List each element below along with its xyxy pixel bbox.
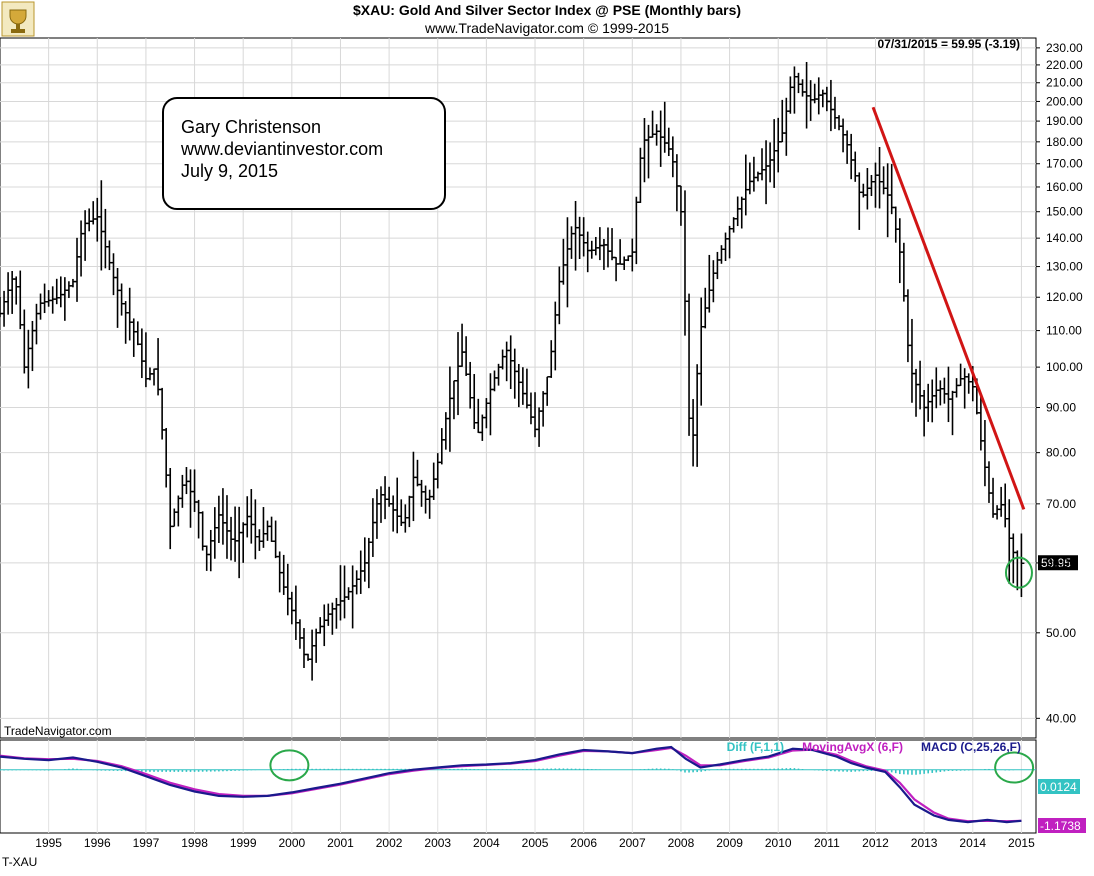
price-tick-label: 170.00 — [1046, 157, 1083, 171]
price-tick-label: 120.00 — [1046, 290, 1083, 304]
last-price-tag — [1038, 555, 1078, 571]
year-tick-label: 2013 — [911, 836, 938, 850]
price-tick-label: 50.00 — [1046, 626, 1076, 640]
year-tick-label: 2003 — [424, 836, 451, 850]
price-tick-label: 140.00 — [1046, 231, 1083, 245]
year-tick-label: 2011 — [814, 836, 840, 850]
footer-symbol: T-XAU — [2, 855, 37, 869]
year-tick-label: 1999 — [230, 836, 257, 850]
year-tick-label: 2008 — [668, 836, 695, 850]
price-tick-label: 180.00 — [1046, 135, 1083, 149]
price-tick-label: 200.00 — [1046, 94, 1083, 108]
price-tick-label: 150.00 — [1046, 205, 1083, 219]
price-tick-label: 210.00 — [1046, 76, 1083, 90]
price-tick-label: 90.00 — [1046, 401, 1076, 415]
price-axis: 230.00 220.00 210.00 200.00 190.00 180.00 170.… — [1036, 41, 1083, 725]
annotation-line-1: Gary Christenson — [181, 117, 321, 137]
trophy-logo-icon — [1, 1, 35, 37]
price-tick-label: 190.00 — [1046, 114, 1083, 128]
year-tick-label: 2002 — [376, 836, 403, 850]
price-tick-label: 220.00 — [1046, 58, 1083, 72]
red-downtrend-line — [871, 106, 1026, 510]
price-circle-marker — [1004, 556, 1033, 589]
year-tick-label: 2004 — [473, 836, 500, 850]
price-tick-label: 160.00 — [1046, 180, 1083, 194]
year-tick-label: 2007 — [619, 836, 646, 850]
year-tick-label: 2005 — [522, 836, 549, 850]
price-tick-label: 70.00 — [1046, 497, 1076, 511]
year-tick-label: 2009 — [716, 836, 743, 850]
price-tick-label: 100.00 — [1046, 360, 1083, 374]
year-tick-label: 2014 — [959, 836, 986, 850]
indicator-circle-marker — [269, 749, 310, 782]
last-price-value: 59.95 — [1041, 556, 1071, 570]
price-tick-label: 130.00 — [1046, 260, 1083, 274]
year-tick-label: 1995 — [35, 836, 62, 850]
watermark: TradeNavigator.com — [4, 724, 112, 738]
time-axis: 1995 1996 1997 1998 1999 2000 2001 2002 2003 2004… — [35, 836, 1035, 850]
macd-value: -1.1738 — [1040, 819, 1081, 833]
chart-title: $XAU: Gold And Silver Sector Index @ PSE… — [353, 2, 741, 18]
macd-line — [0, 745, 1022, 824]
macd-value-tag — [1038, 818, 1086, 833]
price-tick-label: 80.00 — [1046, 446, 1076, 460]
price-bars — [0, 61, 1025, 681]
year-tick-label: 2010 — [765, 836, 792, 850]
annotation-line-2: www.deviantinvestor.com — [180, 139, 383, 159]
year-tick-label: 1996 — [84, 836, 111, 850]
diff-value-tag — [1038, 779, 1080, 794]
year-tick-label: 2001 — [327, 836, 354, 850]
legend-diff: Diff (F,1,1) — [727, 740, 784, 754]
indicator-gridlines — [48, 740, 1022, 833]
indicator-circles — [269, 749, 1035, 784]
year-tick-label: 2015 — [1008, 836, 1035, 850]
year-tick-label: 1998 — [181, 836, 208, 850]
chart-subtitle: www.TradeNavigator.com © 1999-2015 — [424, 20, 669, 36]
legend-moving-avg: MovingAvgX (6,F) — [802, 740, 903, 754]
year-tick-label: 2000 — [278, 836, 305, 850]
year-tick-label: 1997 — [133, 836, 160, 850]
author-annotation: Gary Christenson www.deviantinvestor.com… — [162, 97, 446, 210]
price-tick-label: 60.00 — [1046, 556, 1076, 570]
year-tick-label: 2006 — [570, 836, 597, 850]
price-tick-label: 230.00 — [1046, 41, 1083, 55]
price-tick-label: 40.00 — [1046, 711, 1076, 725]
last-value-label: 07/31/2015 = 59.95 (-3.19) — [878, 37, 1020, 51]
year-tick-label: 2012 — [862, 836, 889, 850]
price-tick-label: 110.00 — [1046, 324, 1082, 338]
diff-value: 0.0124 — [1040, 780, 1077, 794]
annotation-line-3: July 9, 2015 — [181, 161, 278, 181]
indicator-circle-marker — [994, 751, 1035, 784]
legend-macd: MACD (C,25,26,F) — [921, 740, 1021, 754]
diff-histogram — [0, 768, 1036, 775]
